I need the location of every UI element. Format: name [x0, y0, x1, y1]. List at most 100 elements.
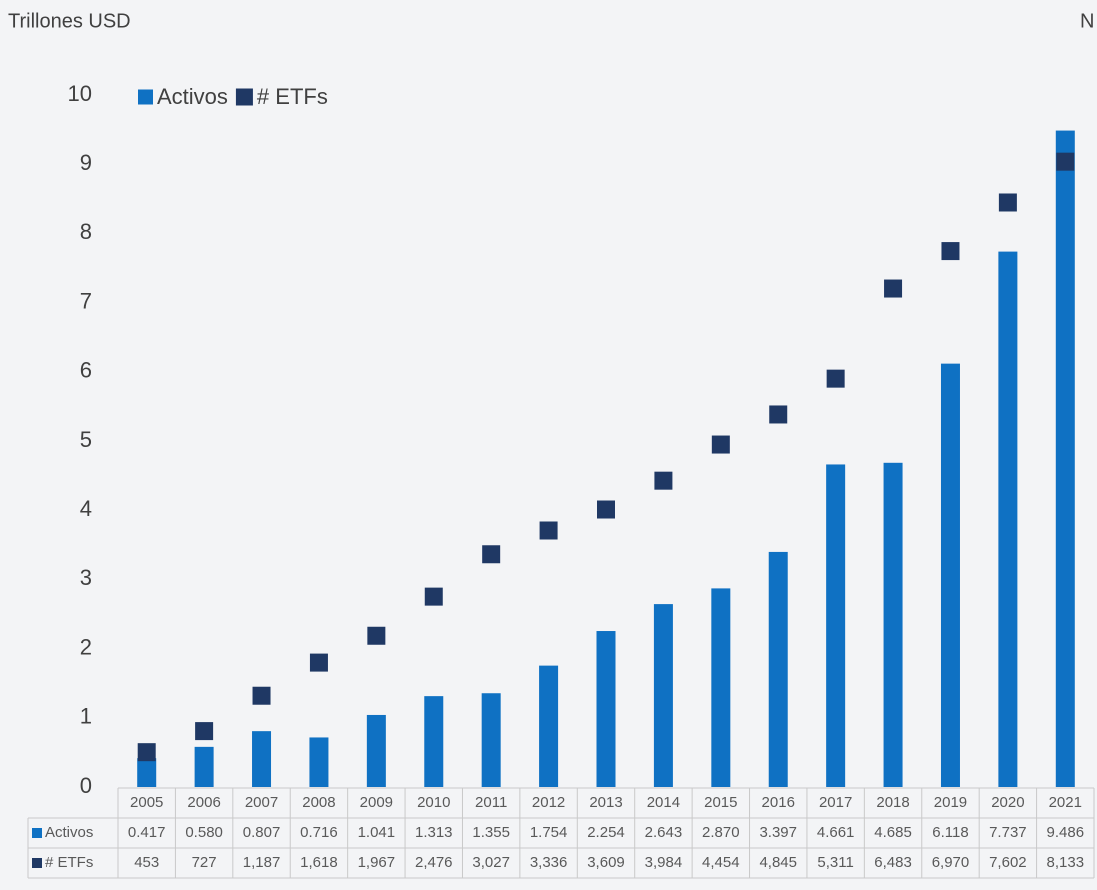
bar	[768, 551, 788, 787]
marker	[309, 653, 328, 672]
table-value: 4.685	[874, 824, 912, 841]
bar	[366, 714, 386, 787]
table-value: 4.661	[817, 824, 855, 841]
table-row-label: # ETFs	[45, 854, 93, 871]
bar	[883, 462, 903, 787]
table-value: 2.643	[645, 824, 683, 841]
table-value: 727	[192, 854, 217, 871]
x-tick-label: 2020	[991, 794, 1024, 811]
marker	[711, 435, 730, 454]
table-value: 4,845	[759, 854, 797, 871]
bar	[653, 604, 673, 787]
table-value: 1,967	[358, 854, 396, 871]
marker	[769, 405, 788, 424]
marker	[597, 500, 615, 519]
x-tick-label: 2018	[876, 794, 909, 811]
x-tick-label: 2014	[647, 794, 680, 811]
marker	[826, 369, 845, 388]
marker	[539, 521, 558, 540]
x-tick-label: 2017	[819, 794, 852, 811]
table-value: 453	[134, 854, 159, 871]
marker	[998, 193, 1017, 212]
x-tick-label: 2008	[302, 794, 335, 811]
table-value: 0.417	[128, 824, 166, 841]
legend-swatch	[138, 89, 153, 105]
legend-label: Activos	[157, 84, 228, 109]
y-tick-label: 6	[80, 358, 92, 383]
table-value: 3,984	[645, 854, 683, 871]
x-tick-label: 2007	[245, 794, 278, 811]
legend-label: # ETFs	[257, 84, 328, 109]
y-tick-label: 10	[68, 81, 92, 106]
x-tick-label: 2015	[704, 794, 737, 811]
y-tick-label: 4	[80, 496, 92, 521]
legend-swatch	[235, 88, 253, 106]
table-value: 0.716	[300, 824, 338, 841]
y-tick-label: 8	[80, 219, 92, 244]
y-tick-label: 9	[80, 150, 92, 175]
bar	[940, 363, 960, 787]
table-value: 2.254	[587, 824, 625, 841]
bar	[1055, 130, 1075, 788]
table-value: 7.737	[989, 824, 1027, 841]
bar	[998, 251, 1018, 787]
bar	[309, 737, 329, 787]
table-value: 6,970	[932, 854, 970, 871]
marker	[195, 722, 214, 741]
marker	[941, 242, 960, 261]
x-tick-label: 2005	[130, 794, 163, 811]
marker	[252, 686, 271, 705]
x-tick-label: 2021	[1049, 794, 1082, 811]
bar	[481, 693, 501, 787]
table-value: 0.807	[243, 824, 281, 841]
y-tick-label: 5	[80, 427, 92, 452]
y-tick-label: 7	[80, 288, 92, 313]
marker	[424, 587, 443, 606]
bar	[194, 746, 214, 787]
y-tick-label: 1	[80, 704, 92, 729]
table-value: 5,311	[817, 854, 853, 871]
bar	[539, 665, 559, 787]
marker	[884, 279, 903, 298]
table-value: 1.313	[415, 824, 453, 841]
x-tick-label: 2012	[532, 794, 565, 811]
marker	[367, 626, 386, 645]
table-value: 1.754	[530, 824, 568, 841]
table-value: 9.486	[1047, 824, 1085, 841]
bar	[711, 588, 731, 787]
table-value: 0.580	[185, 824, 223, 841]
table-value: 8,133	[1047, 854, 1085, 871]
marker	[482, 545, 501, 564]
table-value: 1,187	[243, 854, 281, 871]
table-value: 6,483	[874, 854, 912, 871]
x-tick-label: 2013	[589, 794, 622, 811]
table-value: 3.397	[759, 824, 797, 841]
marker	[654, 471, 673, 490]
x-tick-label: 2011	[475, 794, 507, 811]
x-tick-label: 2010	[417, 794, 450, 811]
table-value: 3,336	[530, 854, 568, 871]
x-tick-label: 2009	[360, 794, 393, 811]
y-tick-label: 3	[80, 565, 92, 590]
table-swatch	[32, 828, 42, 838]
bar	[826, 464, 846, 787]
table-value: 2,476	[415, 854, 453, 871]
y-axis-title: Trillones USD	[8, 10, 131, 32]
marker	[137, 743, 156, 762]
x-tick-label: 2016	[762, 794, 795, 811]
table-value: 3,609	[587, 854, 625, 871]
table-value: 3,027	[472, 854, 510, 871]
marker	[1056, 152, 1075, 171]
table-swatch	[32, 858, 42, 868]
table-value: 1.355	[472, 824, 510, 841]
table-value: 7,602	[989, 854, 1027, 871]
table-value: 4,454	[702, 854, 740, 871]
table-value: 1,618	[300, 854, 338, 871]
x-tick-label: 2019	[934, 794, 967, 811]
bar	[137, 758, 157, 787]
y2-axis-title: N	[1080, 10, 1094, 32]
y-tick-label: 0	[80, 773, 92, 798]
y-tick-label: 2	[80, 634, 92, 659]
bar	[596, 631, 616, 787]
